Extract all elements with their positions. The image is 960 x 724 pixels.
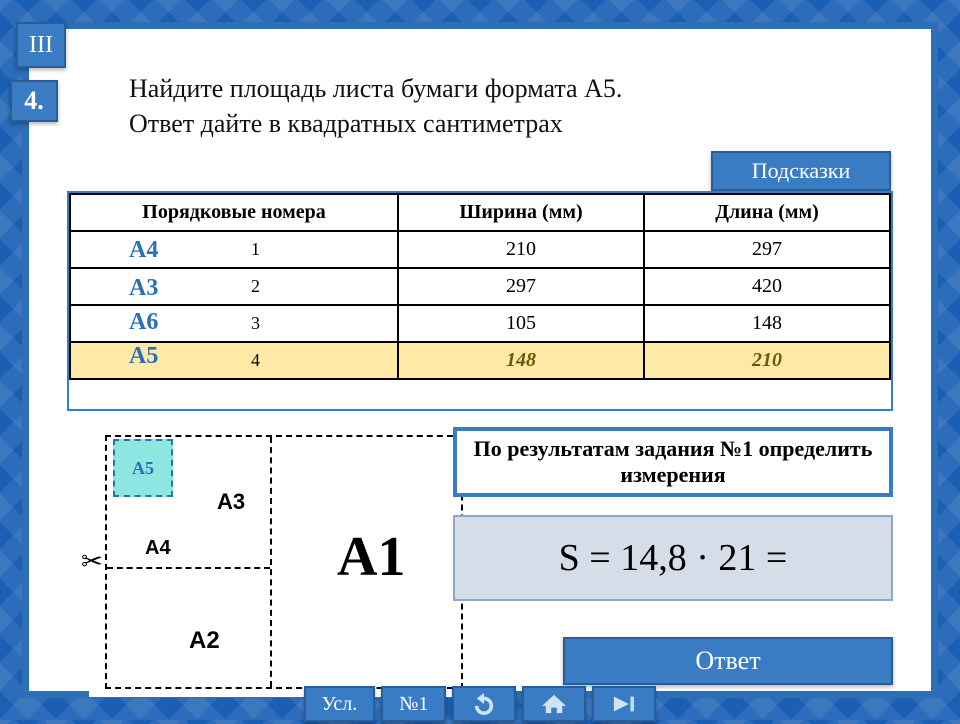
cell-width: 297 [398, 268, 644, 305]
hint-box: По результатам задания №1 определить изм… [453, 427, 893, 497]
diagram-vline [270, 437, 272, 687]
cell-length: 297 [644, 231, 890, 268]
question-text: Найдите площадь листа бумаги формата А5.… [129, 71, 831, 141]
cell-width: 210 [398, 231, 644, 268]
format-overlay-label: А4 [129, 237, 189, 264]
format-overlay-label: А5 [129, 343, 189, 370]
task-number: 4. [24, 86, 44, 116]
table-row: 1210297 [70, 231, 890, 268]
cell-length: 148 [644, 305, 890, 342]
paper-table: Порядковые номера Ширина (мм) Длина (мм)… [67, 191, 893, 411]
cell-length: 420 [644, 268, 890, 305]
nav-back-button[interactable] [452, 686, 516, 722]
question-line1: Найдите площадь листа бумаги формата А5. [129, 74, 622, 103]
answer-label: Ответ [695, 646, 760, 676]
hints-button[interactable]: Подсказки [711, 151, 891, 191]
forward-icon [610, 693, 638, 715]
home-icon [540, 693, 568, 715]
nav-cond-label: Усл. [322, 693, 358, 716]
cell-width: 105 [398, 305, 644, 342]
cell-index: 2 [70, 268, 398, 305]
table-row: 2297420 [70, 268, 890, 305]
format-overlay-label: А3 [129, 275, 189, 302]
format-overlay-label: А6 [129, 309, 189, 336]
nav-no1-button[interactable]: №1 [381, 686, 446, 722]
main-frame: Найдите площадь листа бумаги формата А5.… [22, 22, 938, 698]
a5-highlight-box: А5 [113, 439, 173, 497]
label-a1: А1 [337, 525, 405, 589]
hints-label: Подсказки [752, 158, 850, 184]
bottom-nav: Усл. №1 [0, 684, 960, 724]
label-a3: А3 [217, 489, 245, 515]
hint-text: По результатам задания №1 определить изм… [467, 436, 879, 488]
label-a5: А5 [132, 458, 154, 479]
chapter-roman: III [29, 32, 53, 59]
col-length: Длина (мм) [644, 194, 890, 231]
label-a2: А2 [189, 627, 220, 655]
nav-conditions-button[interactable]: Усл. [304, 686, 376, 722]
diagram-hline [107, 567, 270, 569]
table-row: 3105148 [70, 305, 890, 342]
table-header-row: Порядковые номера Ширина (мм) Длина (мм) [70, 194, 890, 231]
label-a4: А4 [145, 537, 171, 560]
cell-width: 148 [398, 342, 644, 379]
paper-diagram: А3 А4 А2 А1 А5 ✂ [89, 427, 479, 697]
nav-next-button[interactable] [592, 686, 656, 722]
nav-no1-label: №1 [399, 693, 428, 716]
col-width: Ширина (мм) [398, 194, 644, 231]
formula-text: S = 14,8 · 21 = [559, 536, 788, 580]
cell-length: 210 [644, 342, 890, 379]
answer-button[interactable]: Ответ [563, 637, 893, 685]
undo-icon [470, 693, 498, 715]
question-line2: Ответ дайте в квадратных сантиметрах [129, 109, 563, 138]
cell-index: 1 [70, 231, 398, 268]
task-number-badge[interactable]: 4. [10, 80, 58, 122]
cell-index: 4 [70, 342, 398, 379]
col-serial: Порядковые номера [70, 194, 398, 231]
cell-index: 3 [70, 305, 398, 342]
nav-home-button[interactable] [522, 686, 586, 722]
chapter-badge[interactable]: III [16, 22, 66, 68]
formula-box: S = 14,8 · 21 = [453, 515, 893, 601]
scissors-icon: ✂ [81, 547, 103, 577]
table-row: 4148210 [70, 342, 890, 379]
